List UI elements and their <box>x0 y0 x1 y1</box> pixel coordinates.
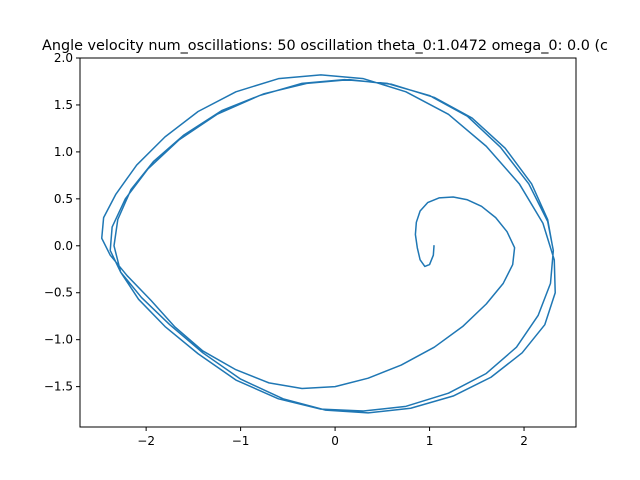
plot-area <box>100 74 556 414</box>
x-tick-label: −2 <box>137 434 155 448</box>
y-axis: 2.0 1.5 1.0 0.5 0.0 −0.5 −1.0 −1.5 <box>44 51 80 394</box>
x-tick-label: 1 <box>426 434 434 448</box>
y-tick-label: −0.5 <box>44 286 73 300</box>
x-tick-label: −1 <box>232 434 250 448</box>
y-tick-label: −1.0 <box>44 333 73 347</box>
x-axis: −2 −1 0 1 2 <box>137 427 528 448</box>
y-tick-label: 1.5 <box>54 98 73 112</box>
y-tick-label: −1.5 <box>44 380 73 394</box>
x-tick-label: 2 <box>520 434 528 448</box>
y-tick-label: 0.0 <box>54 239 73 253</box>
y-tick-label: 1.0 <box>54 145 73 159</box>
x-tick-label: 0 <box>331 434 339 448</box>
y-tick-label: 0.5 <box>54 192 73 206</box>
axes-frame <box>79 57 577 428</box>
chart-title: Angle velocity num_oscillations: 50 osci… <box>42 38 608 54</box>
y-tick-label: 2.0 <box>54 51 73 65</box>
series-line-0 <box>100 74 556 414</box>
